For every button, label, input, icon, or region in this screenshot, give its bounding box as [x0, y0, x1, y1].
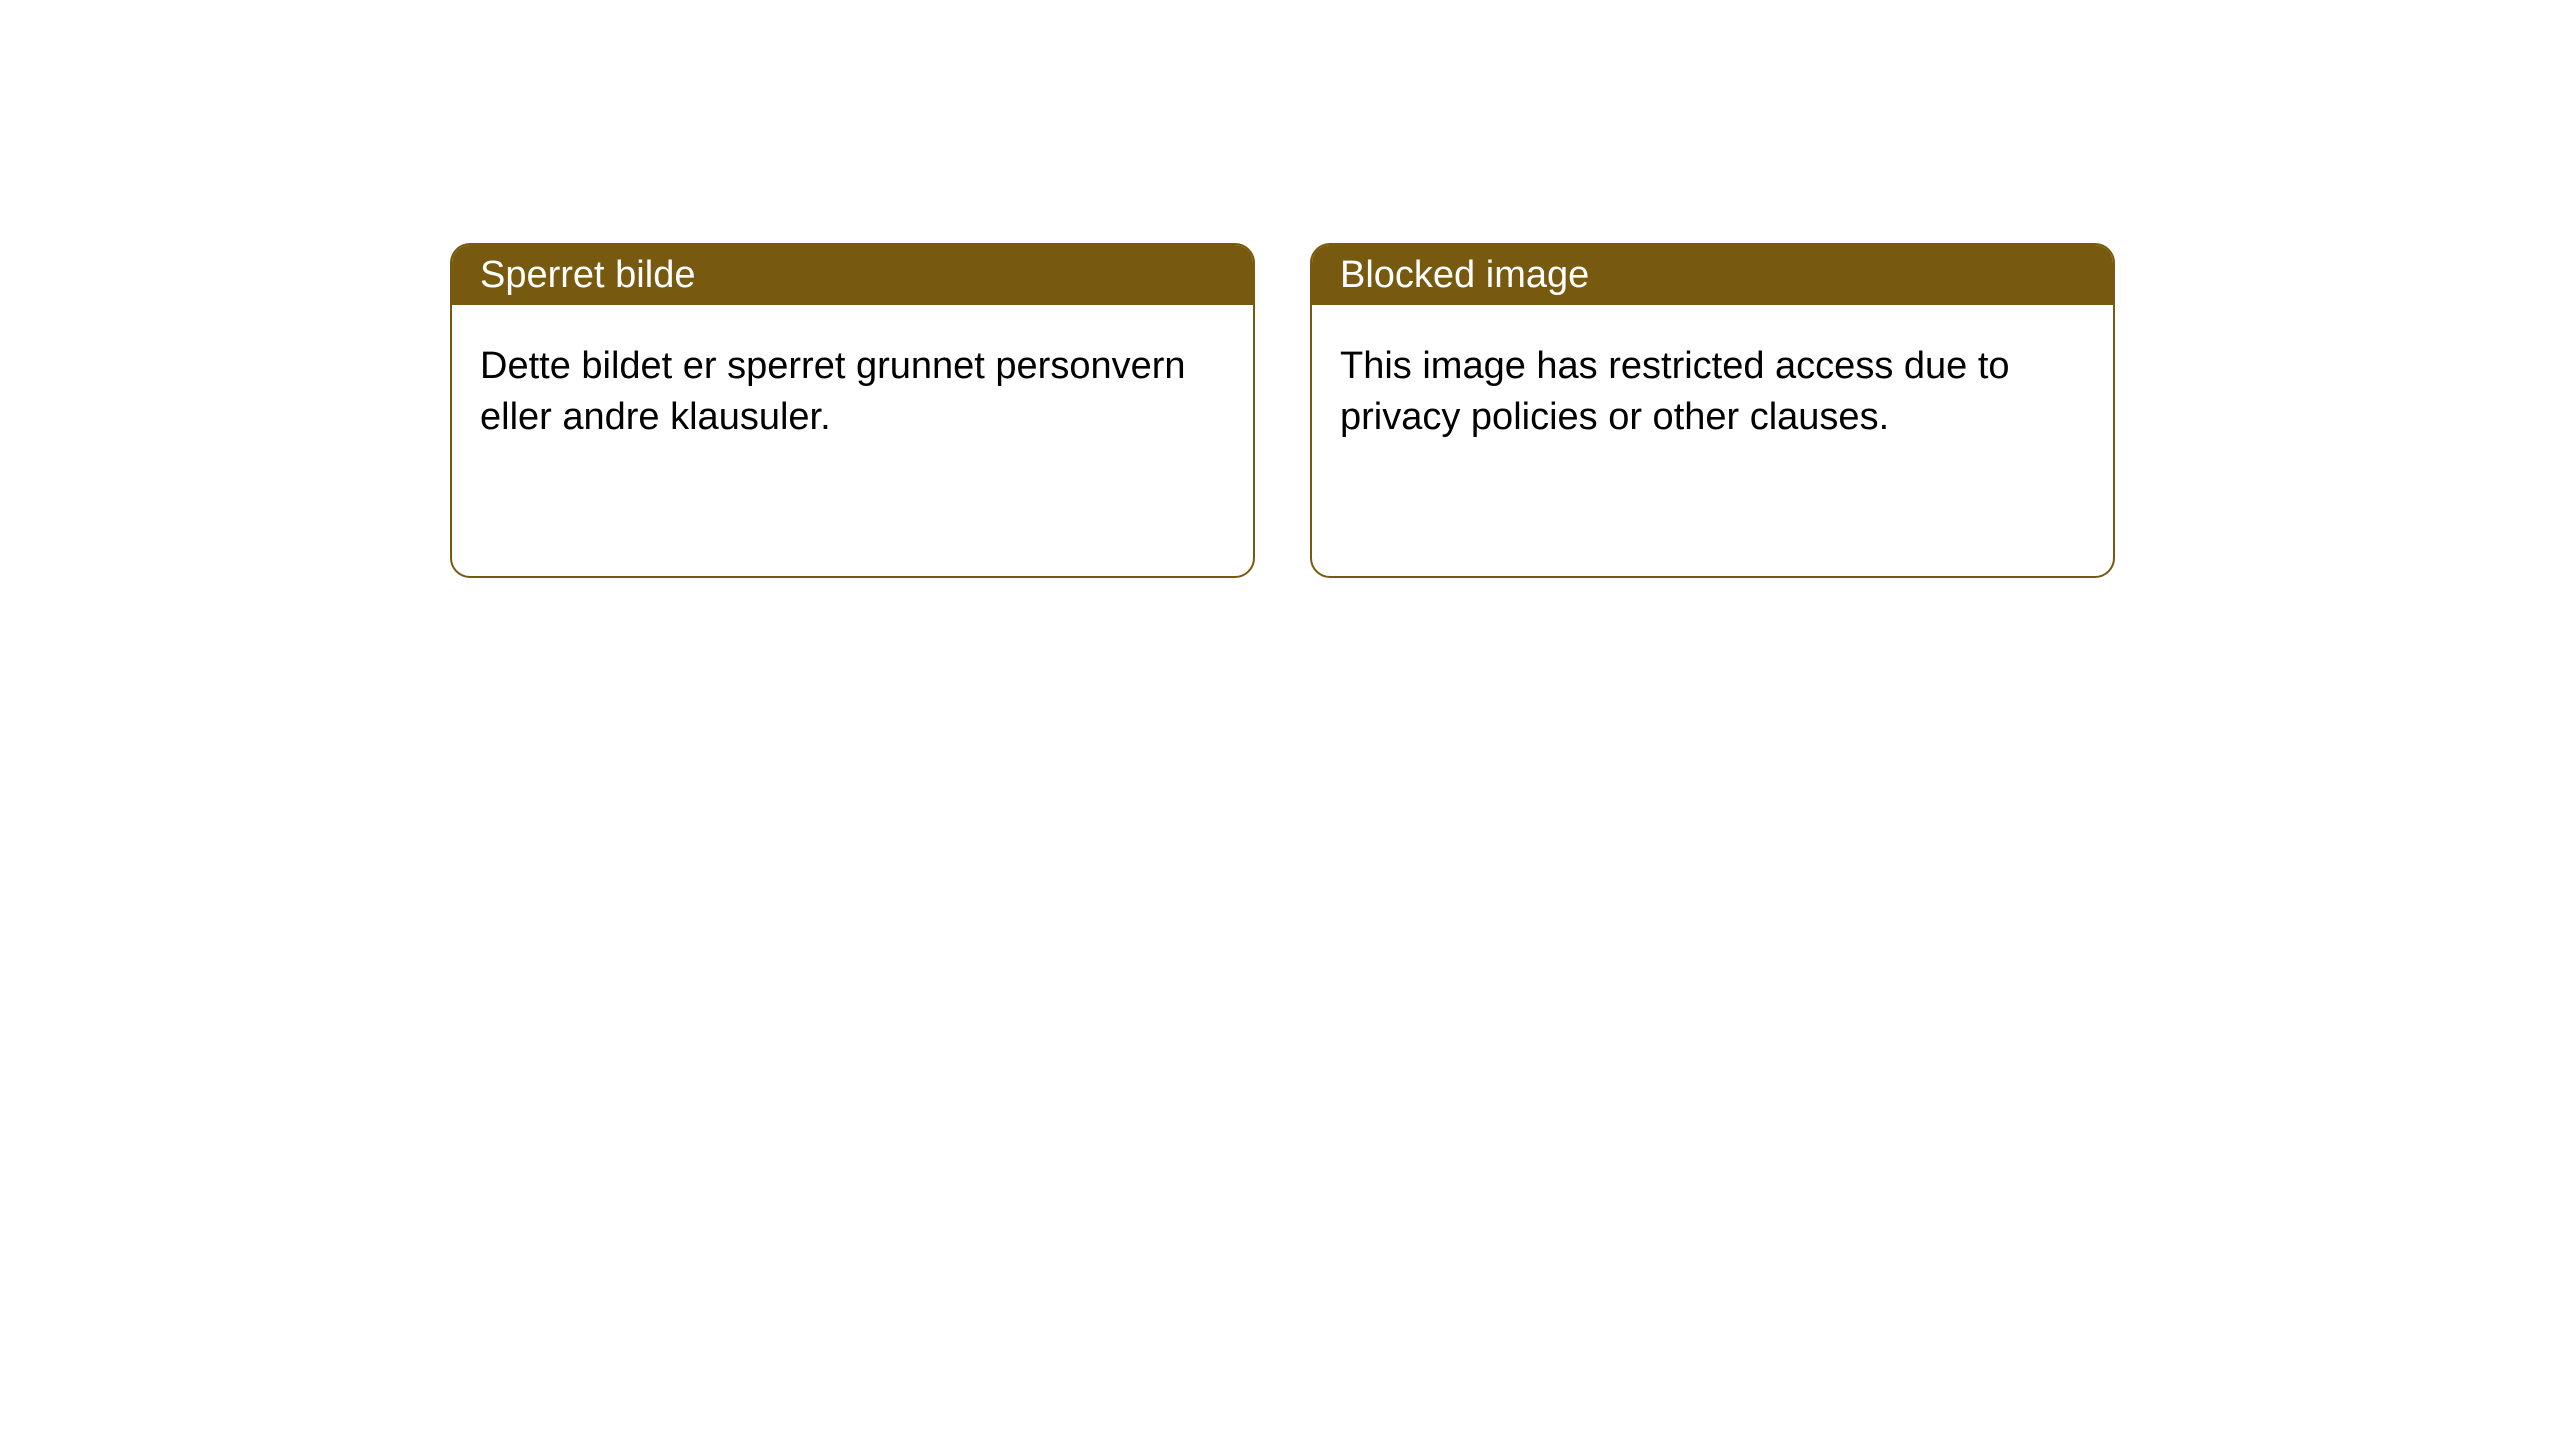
notice-container: Sperret bilde Dette bildet er sperret gr…	[0, 0, 2560, 578]
card-body: This image has restricted access due to …	[1312, 305, 2113, 480]
card-header: Sperret bilde	[452, 245, 1253, 305]
notice-card-norwegian: Sperret bilde Dette bildet er sperret gr…	[450, 243, 1255, 578]
card-body-text: Dette bildet er sperret grunnet personve…	[480, 345, 1186, 438]
card-header: Blocked image	[1312, 245, 2113, 305]
card-body-text: This image has restricted access due to …	[1340, 345, 2010, 438]
card-body: Dette bildet er sperret grunnet personve…	[452, 305, 1253, 480]
notice-card-english: Blocked image This image has restricted …	[1310, 243, 2115, 578]
card-title: Blocked image	[1340, 254, 1589, 297]
card-title: Sperret bilde	[480, 254, 695, 297]
